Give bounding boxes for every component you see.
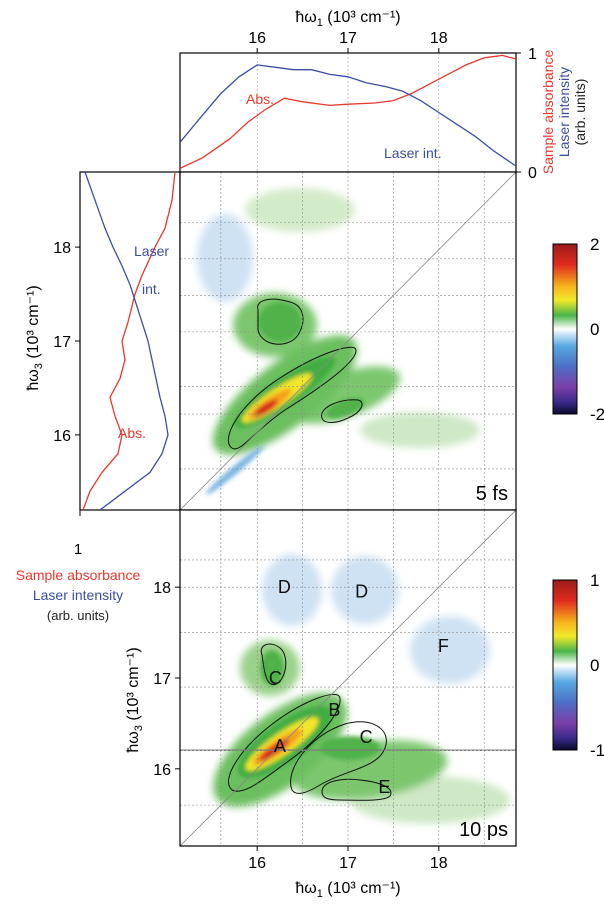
peak-label-B: B xyxy=(328,700,340,720)
top-ylabel-units: (arb. units) xyxy=(572,79,588,146)
left-laser-line xyxy=(84,171,169,511)
top-abs-annotation: Abs. xyxy=(246,91,274,107)
top-laser-annotation: Laser int. xyxy=(384,145,442,161)
heatmap-10ps-negative-D-left xyxy=(262,554,322,626)
left-absorbance-line xyxy=(82,171,176,511)
heatmap-5fs-negative-region xyxy=(197,214,253,302)
heatmap-5fs-contour-diagonal xyxy=(227,346,357,450)
bottom-y-tick-label: 17 xyxy=(153,671,171,688)
top-x-tick-label: 17 xyxy=(339,30,357,47)
peak-label-E: E xyxy=(378,777,390,797)
left-laser-annotation-line2: int. xyxy=(142,281,161,297)
colorbar-5fs: 2 0 -2 xyxy=(552,235,604,424)
heatmap-10ps-C-right xyxy=(320,736,380,760)
peak-label-D: D xyxy=(278,577,291,597)
top-panel-ticks: 16 17 18 0 1 xyxy=(248,30,537,182)
colorbar-10ps-tick-label: -1 xyxy=(590,741,604,760)
left-laser-annotation-line1: Laser xyxy=(134,243,169,259)
heatmap-10ps-map xyxy=(180,510,516,846)
heatmap-10ps-negative-F xyxy=(410,616,490,684)
colorbar-10ps-gradient xyxy=(552,579,578,751)
top-x-tick-label: 18 xyxy=(430,30,448,47)
colorbar-5fs-ticks: 2 0 -2 xyxy=(590,235,604,424)
heatmap-10ps-grid xyxy=(180,510,516,846)
left-panel-frame xyxy=(79,171,181,511)
left-abs-annotation: Abs. xyxy=(118,425,146,441)
top-y-tick-label: 1 xyxy=(528,46,537,63)
left-y-tick-label: 17 xyxy=(53,334,71,351)
colorbar-5fs-gradient xyxy=(552,243,578,415)
top-x-tick-label: 16 xyxy=(248,30,266,47)
heatmap-5fs-diagonal-line xyxy=(180,172,516,510)
bottom-x-tick-label: 17 xyxy=(339,855,357,872)
top-y-axis-labels: Sample absorbance Laser intensity (arb. … xyxy=(540,50,588,175)
bottom-x-tick-label: 16 xyxy=(248,855,266,872)
top-x-axis-label: ħω1 (10³ cm⁻¹) xyxy=(295,9,400,29)
heatmap-10ps-contour-C-left xyxy=(260,643,287,686)
colorbar-5fs-tick-label: 2 xyxy=(590,235,599,254)
bottom-y-axis-label: ħω3 (10³ cm⁻¹) xyxy=(125,647,145,752)
peak-label-C: C xyxy=(269,668,282,688)
bottom-y-tick-label: 18 xyxy=(153,580,171,597)
top-panel-series xyxy=(179,54,517,169)
peak-label-C: C xyxy=(360,727,373,747)
colorbar-10ps-tick-label: 1 xyxy=(590,571,599,590)
bottom-x-tick-label: 18 xyxy=(430,855,448,872)
colorbar-5fs-tick-label: -2 xyxy=(590,405,604,424)
heatmap-5fs-upper-region xyxy=(245,188,355,232)
top-ylabel-laser: Laser intensity xyxy=(556,67,572,157)
bottom-y-tick-label: 16 xyxy=(153,762,171,779)
peak-label-F: F xyxy=(438,636,449,656)
heatmap-5fs-contour-crosspeak-right xyxy=(321,399,363,423)
heatmap-5fs-map xyxy=(180,172,516,510)
heatmap-10ps-diagonal-line xyxy=(180,510,516,846)
left-y-axis-label: ħω3 (10³ cm⁻¹) xyxy=(25,285,45,390)
heatmap-5fs: 5 fs xyxy=(179,171,517,511)
top-laser-line xyxy=(179,64,517,167)
heatmap-5fs-diagonal-red xyxy=(254,399,278,417)
heatmap-5fs-grid xyxy=(180,172,516,510)
left-legend-laser: Laser intensity xyxy=(33,587,123,603)
top-absorbance-line xyxy=(179,54,517,169)
heatmap-10ps-ticks: 16 17 18 16 17 18 xyxy=(153,580,448,872)
peak-label-A: A xyxy=(274,736,286,756)
heatmap-10ps-delay-label: 10 ps xyxy=(459,819,508,841)
heatmap-5fs-crosspeak-right xyxy=(326,397,364,419)
heatmap-10ps-contour-A-B xyxy=(228,694,341,792)
peak-label-D: D xyxy=(355,582,368,602)
top-panel-frame xyxy=(179,52,517,173)
left-legend-absorbance: Sample absorbance xyxy=(16,567,141,583)
left-panel-series xyxy=(82,171,176,511)
left-legend-units: (arb. units) xyxy=(47,608,109,623)
colorbar-5fs-tick-label: 0 xyxy=(590,320,599,339)
left-panel-ticks: 16 17 18 xyxy=(53,240,81,516)
colorbar-10ps-tick-label: 0 xyxy=(590,656,599,675)
colorbar-10ps-ticks: 1 0 -1 xyxy=(590,571,604,760)
left-y-tick-label: 16 xyxy=(53,428,71,445)
heatmap-5fs-crosspeak-upper xyxy=(258,302,302,342)
left-y-tick-label: 18 xyxy=(53,240,71,257)
top-ylabel-absorbance: Sample absorbance xyxy=(540,50,556,175)
heatmap-5fs-weak-region xyxy=(360,412,480,448)
heatmap-5fs-diagonal-blue-streak xyxy=(205,445,265,495)
heatmap-10ps-contour-C-right xyxy=(290,721,387,794)
top-y-tick-label: 0 xyxy=(528,165,537,182)
colorbar-10ps: 1 0 -1 xyxy=(552,571,604,760)
heatmap-5fs-delay-label: 5 fs xyxy=(476,483,508,505)
heatmap-10ps-contour-E xyxy=(321,778,392,801)
bottom-x-axis-label: ħω1 (10³ cm⁻¹) xyxy=(295,880,400,900)
left-x-tick-1: 1 xyxy=(74,541,82,558)
